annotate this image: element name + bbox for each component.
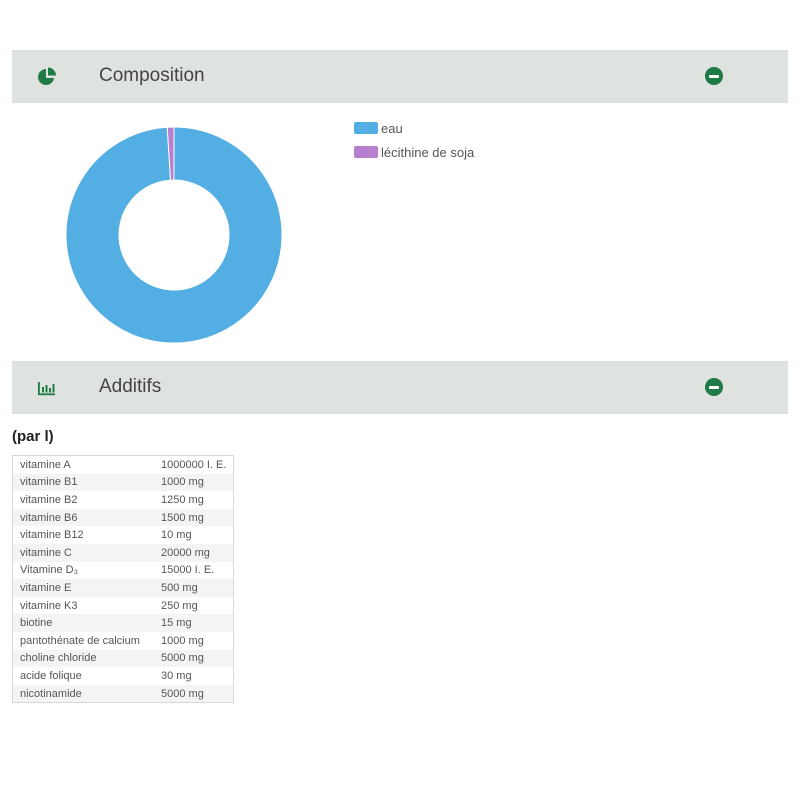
composition-collapse-button[interactable] bbox=[705, 67, 723, 85]
composition-donut-chart bbox=[65, 126, 283, 344]
table-row: acide folique 30 mg bbox=[13, 667, 234, 685]
additive-value: 1000 mg bbox=[154, 473, 234, 492]
composition-header[interactable]: Composition bbox=[12, 50, 788, 103]
table-row: vitamine C 20000 mg bbox=[12, 543, 234, 562]
table-row: nicotinamide 5000 mg bbox=[12, 684, 234, 703]
donut-slice-1[interactable] bbox=[166, 126, 175, 181]
legend-swatch bbox=[354, 146, 378, 158]
chart-legend: eau lécithine de soja bbox=[354, 116, 474, 164]
table-row: pantothénate de calcium 1000 mg bbox=[13, 632, 234, 650]
bar-chart-icon bbox=[37, 378, 57, 398]
additive-name: vitamine E bbox=[12, 579, 154, 597]
donut-slice-0[interactable] bbox=[65, 126, 283, 344]
table-row: vitamine B6 1500 mg bbox=[12, 508, 234, 527]
additive-name: Vitamine D₃ bbox=[20, 564, 79, 577]
additive-name: nicotinamide bbox=[12, 684, 154, 703]
additive-value: 1000000 I. E. bbox=[161, 458, 227, 471]
additive-name: vitamine C bbox=[12, 543, 154, 562]
table-row: vitamine E 500 mg bbox=[12, 579, 234, 597]
additive-value: 5000 mg bbox=[154, 649, 234, 668]
additive-name: vitamine B2 bbox=[20, 493, 78, 506]
table-row: choline chloride 5000 mg bbox=[12, 649, 234, 668]
additive-value: 10 mg bbox=[161, 529, 192, 542]
table-row: vitamine A 1000000 I. E. bbox=[13, 456, 234, 474]
additive-value: 20000 mg bbox=[154, 543, 234, 562]
additive-value: 1250 mg bbox=[161, 493, 204, 506]
additive-value: 5000 mg bbox=[154, 684, 234, 703]
table-row: vitamine B1 1000 mg bbox=[12, 473, 234, 492]
additifs-collapse-button[interactable] bbox=[705, 378, 723, 396]
legend-label: lécithine de soja bbox=[381, 144, 475, 160]
legend-label: eau bbox=[381, 120, 403, 136]
table-row: vitamine B12 10 mg bbox=[13, 526, 234, 544]
additive-name: biotine bbox=[12, 614, 154, 632]
additive-name: vitamine B1 bbox=[12, 473, 154, 492]
additive-name: vitamine K3 bbox=[20, 599, 78, 612]
additive-value: 500 mg bbox=[154, 579, 234, 597]
legend-swatch bbox=[354, 122, 378, 134]
table-row: vitamine B2 1250 mg bbox=[13, 491, 234, 509]
additifs-title: Additifs bbox=[99, 376, 162, 397]
composition-title: Composition bbox=[99, 65, 205, 86]
additive-name: acide folique bbox=[20, 669, 82, 682]
additive-name: vitamine B12 bbox=[20, 529, 84, 542]
additive-value: 15000 I. E. bbox=[161, 564, 215, 577]
additive-value: 1500 mg bbox=[154, 508, 234, 527]
legend-item-lecithine[interactable]: lécithine de soja bbox=[354, 140, 474, 164]
additive-value: 30 mg bbox=[161, 669, 192, 682]
additive-name: vitamine A bbox=[20, 458, 71, 471]
additive-name: choline chloride bbox=[12, 649, 154, 668]
unit-label: (par l) bbox=[12, 428, 54, 445]
table-row: vitamine K3 250 mg bbox=[13, 597, 234, 615]
pie-chart-icon bbox=[37, 67, 57, 87]
additifs-header[interactable]: Additifs bbox=[12, 361, 788, 414]
legend-item-eau[interactable]: eau bbox=[354, 116, 474, 140]
additive-name: pantothénate de calcium bbox=[20, 634, 140, 647]
additive-name: vitamine B6 bbox=[12, 508, 154, 527]
additives-table: vitamine A 1000000 I. E. vitamine B1 1000 m… bbox=[12, 455, 235, 704]
table-row: biotine 15 mg bbox=[12, 614, 234, 632]
additive-value: 250 mg bbox=[161, 599, 198, 612]
additive-value: 15 mg bbox=[154, 614, 234, 632]
additive-value: 1000 mg bbox=[161, 634, 204, 647]
table-row: Vitamine D₃ 15000 I. E. bbox=[13, 562, 234, 580]
